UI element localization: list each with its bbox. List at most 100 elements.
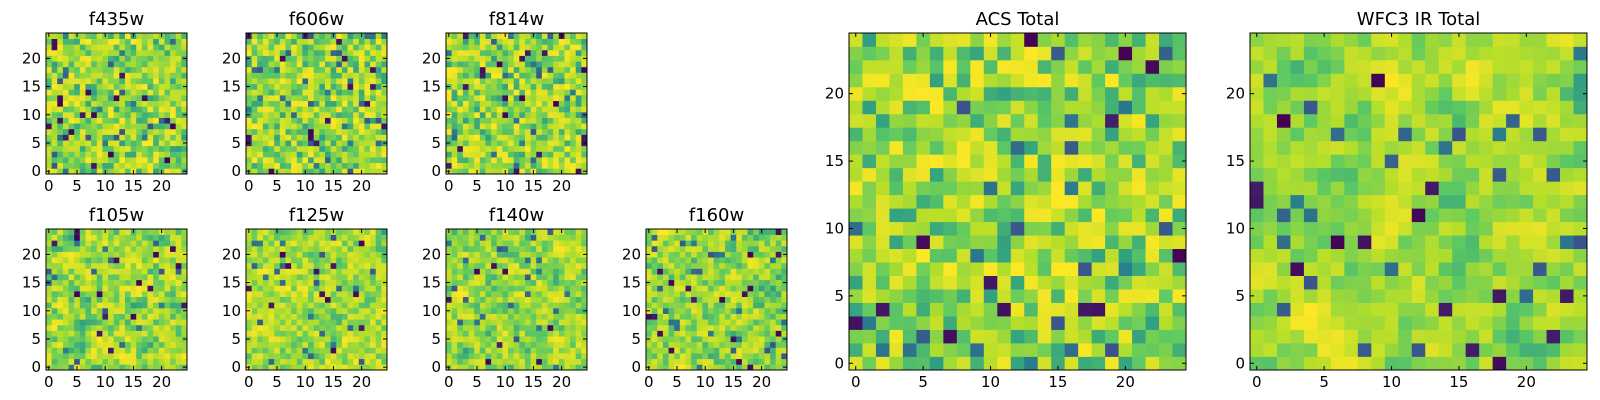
pixel-f140w: [508, 240, 515, 247]
pixel-f105w: [46, 341, 52, 348]
pixel-f105w: [96, 279, 103, 286]
pixel-f160w: [719, 240, 726, 247]
pixel-f105w: [68, 240, 75, 247]
pixel-f814w: [468, 162, 475, 169]
pixel-f125w: [262, 268, 269, 275]
pixel-f105w: [130, 268, 137, 275]
pixel-acs-total: [997, 154, 1012, 169]
pixel-f606w: [285, 95, 292, 102]
pixel-f105w: [85, 319, 92, 326]
pixel-f814w: [508, 83, 515, 90]
pixel-f140w: [451, 291, 458, 298]
pixel-f125w: [246, 291, 252, 298]
pixel-f160w: [651, 330, 658, 337]
pixel-f606w: [375, 49, 382, 56]
pixel-acs-total: [1037, 302, 1052, 317]
pixel-f814w: [536, 134, 543, 141]
pixel-f140w: [496, 251, 503, 258]
pixel-f140w: [513, 274, 520, 281]
pixel-f140w: [564, 358, 571, 365]
pixel-f160w: [702, 285, 709, 292]
pixel-f105w: [136, 347, 143, 354]
pixel-f435w: [181, 100, 188, 107]
pixel-f814w: [457, 168, 464, 175]
x-tick-label: 5: [72, 373, 82, 391]
pixel-f125w: [279, 307, 286, 314]
pixel-f105w: [102, 302, 109, 309]
pixel-f125w: [381, 245, 388, 252]
pixel-f105w: [79, 262, 86, 269]
pixel-f160w: [674, 313, 681, 320]
pixel-f814w: [451, 55, 458, 62]
pixel-f140w: [541, 358, 548, 365]
pixel-f606w: [324, 151, 331, 158]
pixel-f160w: [696, 245, 703, 252]
pixel-f606w: [370, 33, 377, 39]
pixel-f125w: [336, 229, 343, 235]
pixel-f140w: [564, 268, 571, 275]
pixel-f160w: [764, 358, 771, 365]
pixel-f435w: [158, 157, 165, 164]
pixel-f140w: [581, 285, 588, 292]
pixel-f105w: [51, 313, 58, 320]
pixel-f125w: [341, 302, 348, 309]
pixel-f435w: [46, 106, 52, 113]
pixel-f814w: [553, 78, 560, 85]
pixel-f435w: [102, 61, 109, 68]
y-tick-label: 10: [422, 302, 441, 320]
pixel-acs-total: [997, 356, 1012, 371]
pixel-f814w: [462, 151, 469, 158]
pixel-f160w: [736, 257, 743, 264]
pixel-f435w: [158, 83, 165, 90]
pixel-f435w: [91, 38, 98, 45]
pixel-f125w: [330, 302, 337, 309]
pixel-f606w: [268, 95, 275, 102]
pixel-f606w: [341, 134, 348, 141]
pixel-f814w: [479, 117, 486, 124]
pixel-f435w: [164, 134, 171, 141]
pixel-f606w: [358, 44, 365, 51]
pixel-f160w: [685, 364, 692, 371]
pixel-f814w: [536, 72, 543, 79]
pixel-f125w: [375, 268, 382, 275]
pixel-f606w: [341, 157, 348, 164]
pixel-f140w: [446, 358, 452, 365]
pixel-f125w: [274, 296, 281, 303]
pixel-f125w: [308, 347, 315, 354]
pixel-f105w: [141, 279, 148, 286]
pixel-f160w: [646, 274, 652, 281]
pixel-f606w: [246, 145, 252, 152]
pixel-f435w: [62, 106, 69, 113]
pixel-acs-total: [956, 262, 971, 276]
pixel-f125w: [262, 324, 269, 331]
pixel-f160w: [685, 324, 692, 331]
pixel-f105w: [147, 341, 154, 348]
pixel-f606w: [274, 140, 281, 147]
pixel-f814w: [479, 44, 486, 51]
pixel-f814w: [508, 66, 515, 73]
pixel-f435w: [91, 83, 98, 90]
pixel-f125w: [257, 347, 264, 354]
pixel-f606w: [370, 61, 377, 68]
pixel-f125w: [313, 257, 320, 264]
pixel-f125w: [336, 336, 343, 343]
pixel-f140w: [485, 353, 492, 360]
pixel-f160w: [685, 313, 692, 320]
pixel-f814w: [553, 111, 560, 118]
pixel-f140w: [524, 364, 531, 371]
pixel-f814w: [446, 66, 452, 73]
pixel-f125w: [262, 319, 269, 326]
pixel-f105w: [119, 364, 126, 371]
pixel-f140w: [524, 229, 531, 235]
pixel-f125w: [358, 291, 365, 298]
pixel-f140w: [474, 268, 481, 275]
pixel-f435w: [108, 78, 115, 85]
pixel-f606w: [370, 106, 377, 113]
pixel-f105w: [113, 257, 120, 264]
pixel-f814w: [508, 106, 515, 113]
pixel-f606w: [370, 95, 377, 102]
pixel-f606w: [285, 162, 292, 169]
pixel-f606w: [324, 95, 331, 102]
pixel-f606w: [347, 78, 354, 85]
pixel-acs-total: [1132, 289, 1146, 303]
